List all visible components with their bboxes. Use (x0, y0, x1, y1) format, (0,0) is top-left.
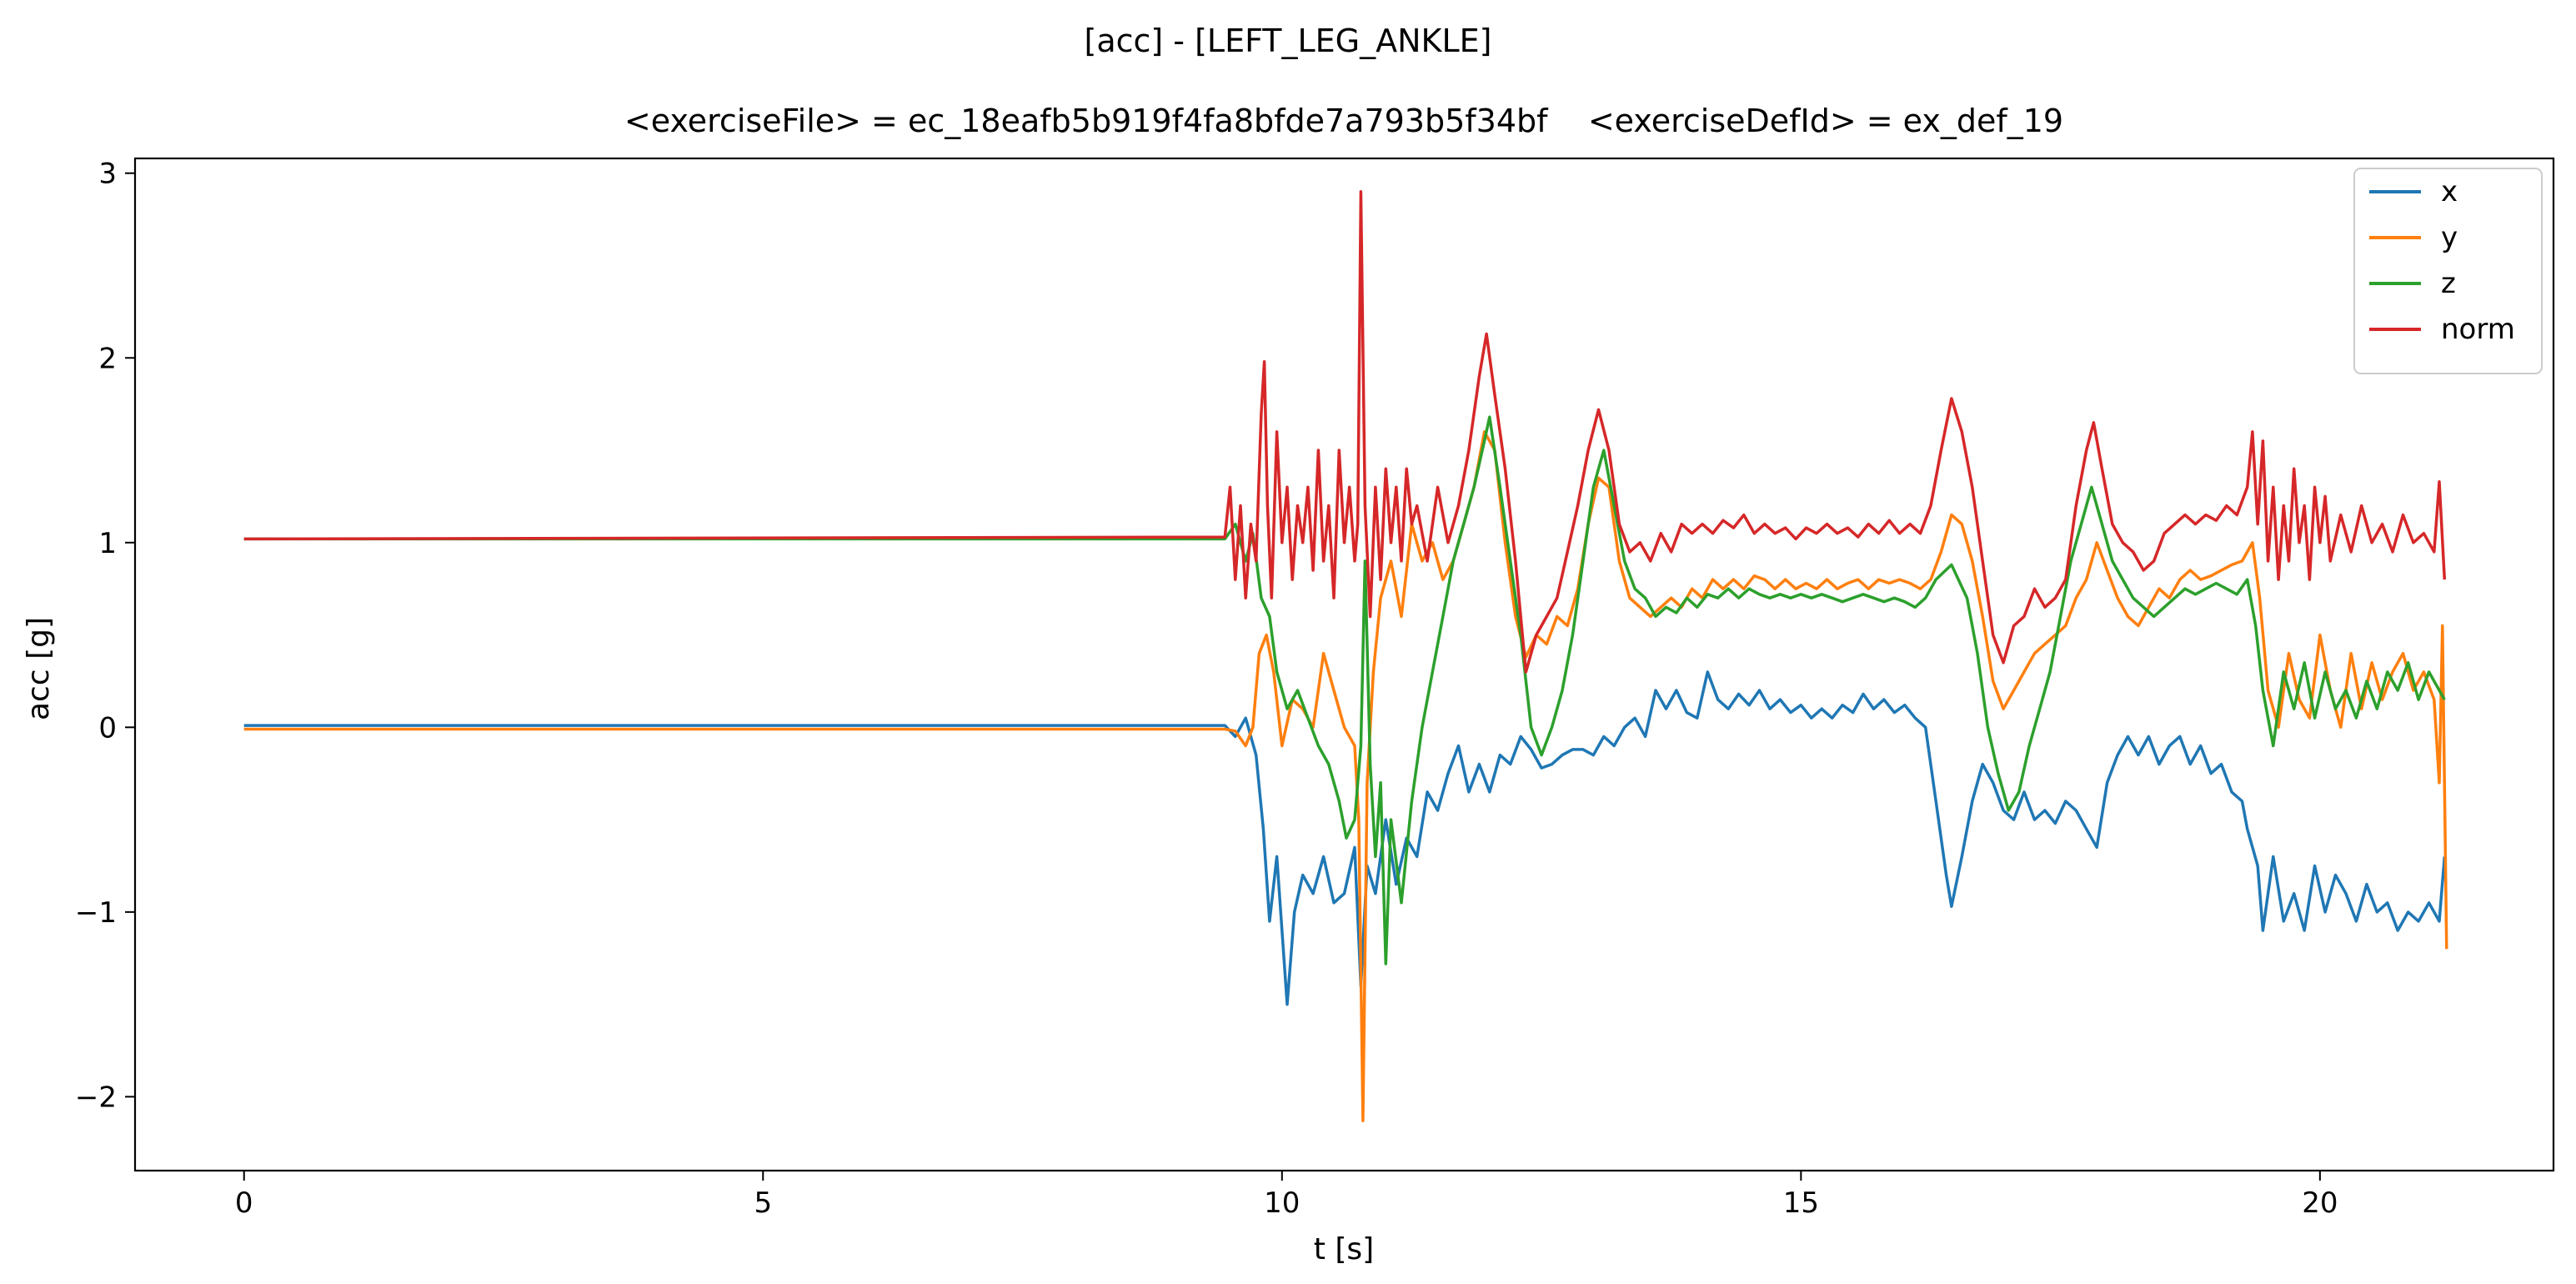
series-line-x (243, 670, 2447, 1006)
y-tick-label: −1 (75, 896, 117, 930)
x-tick-label: 20 (2302, 1186, 2338, 1220)
legend: xyz norm (2353, 168, 2543, 374)
x-tick-label: 15 (1783, 1186, 1819, 1220)
series-group (243, 190, 2448, 1122)
chart-title: [acc] - [LEFT_LEG_ANKLE] (1085, 23, 1492, 59)
y-tick-label: 3 (98, 158, 117, 191)
x-axis-label: t [s] (1314, 1232, 1374, 1266)
legend-label-norm: norm (2441, 313, 2515, 346)
legend-box (2353, 168, 2543, 374)
legend-label-z: z (2441, 267, 2456, 300)
y-axis-label: acc [g] (22, 617, 56, 720)
chart-subtitle: <exerciseFile> = ec_18eafb5b919f4fa8bfde… (624, 103, 2063, 139)
axes-frame (133, 157, 2555, 1172)
series-line-z (243, 415, 2446, 966)
y-tick-label: −2 (75, 1081, 117, 1114)
x-tick-label: 5 (754, 1186, 772, 1220)
legend-label-y: y (2441, 221, 2458, 254)
y-tick-label: 2 (98, 342, 117, 375)
series-line-norm (243, 190, 2447, 674)
series-line-y (243, 430, 2448, 1122)
x-tick-label: 10 (1264, 1186, 1300, 1220)
y-tick-label: 1 (98, 527, 117, 560)
y-tick-label: 0 (98, 711, 117, 745)
x-tick-label: 0 (235, 1186, 253, 1220)
legend-label-x: x (2441, 175, 2458, 208)
plot-area: 0 5 10 15 20 −2 −1 0 1 2 3 (75, 157, 2555, 1220)
